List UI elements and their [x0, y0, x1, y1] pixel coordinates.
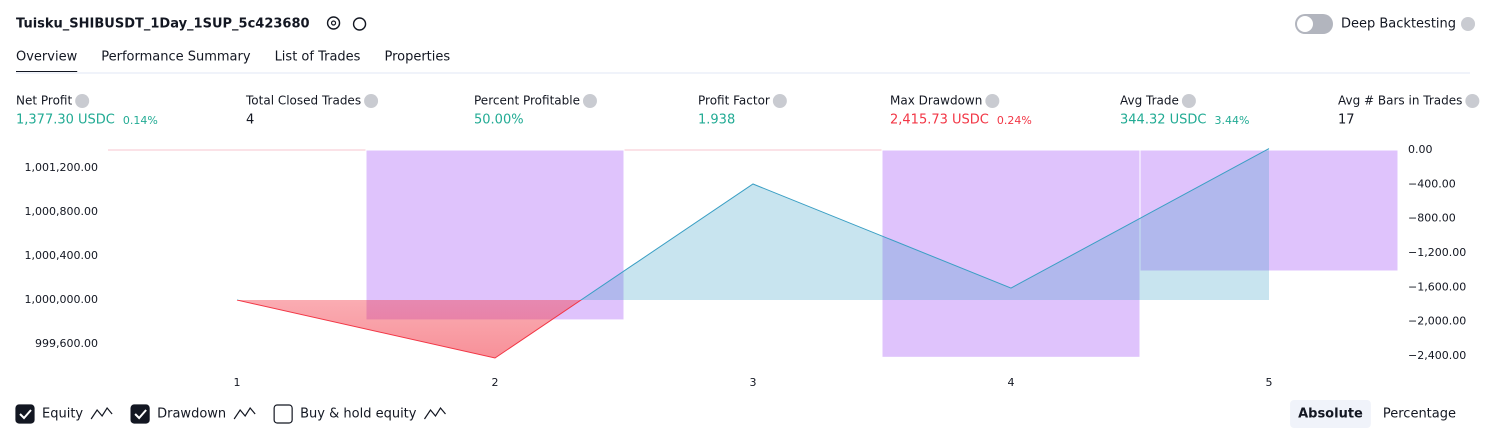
- info-icon[interactable]: [772, 94, 787, 108]
- checkbox[interactable]: [130, 404, 150, 424]
- toggle-knob: [1297, 16, 1313, 32]
- drawdown-bar: [1139, 149, 1399, 272]
- option-label[interactable]: Buy & hold equity: [300, 407, 417, 422]
- x-tick-label: 4: [1008, 376, 1015, 389]
- equity-area-negative: [237, 300, 581, 359]
- y-tick-label: 999,600.00: [35, 337, 98, 350]
- y2-tick-label: −800.00: [1408, 212, 1456, 225]
- drawdown-bar: [365, 149, 625, 321]
- metric-value: 4: [246, 113, 254, 128]
- metric-pct: 0.24%: [997, 114, 1032, 127]
- metric-value: 1,377.30 USDC: [16, 113, 115, 128]
- settings-icon-dot: [330, 20, 337, 26]
- tab[interactable]: Performance Summary: [101, 50, 251, 65]
- equity-line: [236, 148, 1270, 301]
- y2-tick-label: −2,400.00: [1408, 349, 1466, 362]
- tab[interactable]: List of Trades: [275, 50, 361, 65]
- settings-icon[interactable]: [326, 16, 341, 30]
- option-icon: [90, 406, 113, 420]
- tab[interactable]: Properties: [384, 50, 450, 65]
- y2-tick-label: −2,000.00: [1408, 315, 1466, 328]
- mode-active-bg: [1290, 400, 1371, 428]
- info-icon[interactable]: [985, 94, 1000, 108]
- x-tick-label: 5: [1266, 376, 1273, 389]
- alert-icon[interactable]: [352, 17, 367, 31]
- info-icon[interactable]: [1181, 94, 1196, 108]
- y-tick-label: 1,000,000.00: [25, 293, 98, 306]
- y-tick-label: 1,000,400.00: [25, 249, 98, 262]
- deep-backtesting-label: Deep Backtesting: [1341, 17, 1456, 32]
- metric-value: 50.00%: [474, 113, 524, 128]
- x-tick-label: 1: [234, 376, 241, 389]
- metric-value: 2,415.73 USDC: [890, 113, 989, 128]
- checkbox-tick: [134, 409, 147, 420]
- metric-label: Net Profit: [16, 94, 72, 108]
- tab[interactable]: Overview: [16, 50, 78, 65]
- checkbox-tick: [19, 409, 32, 420]
- metric-label: Max Drawdown: [890, 94, 982, 108]
- option-label[interactable]: Equity: [42, 407, 83, 422]
- strategy-title: Tuisku_SHIBUSDT_1Day_1SUP_5c423680: [16, 17, 310, 32]
- info-icon[interactable]: [582, 94, 597, 108]
- y2-tick-label: −400.00: [1408, 177, 1456, 190]
- y2-tick-label: 0.00: [1408, 143, 1433, 156]
- info-icon[interactable]: [364, 94, 379, 108]
- x-tick-label: 3: [750, 376, 757, 389]
- metric-pct: 3.44%: [1214, 114, 1249, 127]
- equity-line-negative: [236, 300, 582, 359]
- metric-value: 1.938: [698, 113, 735, 128]
- option-label[interactable]: Drawdown: [157, 407, 226, 422]
- metric-pct: 0.14%: [123, 114, 158, 127]
- equity-area: [237, 148, 1269, 301]
- y2-tick-label: −1,200.00: [1408, 246, 1466, 259]
- y2-tick-label: −1,600.00: [1408, 280, 1466, 293]
- metric-label: Avg # Bars in Trades: [1338, 94, 1462, 108]
- metric-label: Avg Trade: [1120, 94, 1179, 108]
- checkbox[interactable]: [15, 404, 35, 424]
- info-icon[interactable]: [75, 94, 90, 108]
- x-tick-label: 2: [492, 376, 499, 389]
- option-icon: [423, 406, 446, 420]
- metric-value: 17: [1338, 113, 1355, 128]
- option-icon: [233, 406, 256, 420]
- metric-label: Profit Factor: [698, 94, 770, 108]
- mode-button[interactable]: Percentage: [1383, 407, 1456, 422]
- checkbox[interactable]: [273, 404, 293, 424]
- y-tick-label: 1,001,200.00: [25, 161, 98, 174]
- metric-label: Percent Profitable: [474, 94, 580, 108]
- metric-value: 344.32 USDC: [1120, 113, 1206, 128]
- mode-button[interactable]: Absolute: [1298, 407, 1363, 422]
- metric-label: Total Closed Trades: [245, 94, 361, 108]
- info-icon[interactable]: [1465, 94, 1480, 108]
- y-tick-label: 1,000,800.00: [25, 205, 98, 218]
- info-icon[interactable]: [1461, 17, 1476, 31]
